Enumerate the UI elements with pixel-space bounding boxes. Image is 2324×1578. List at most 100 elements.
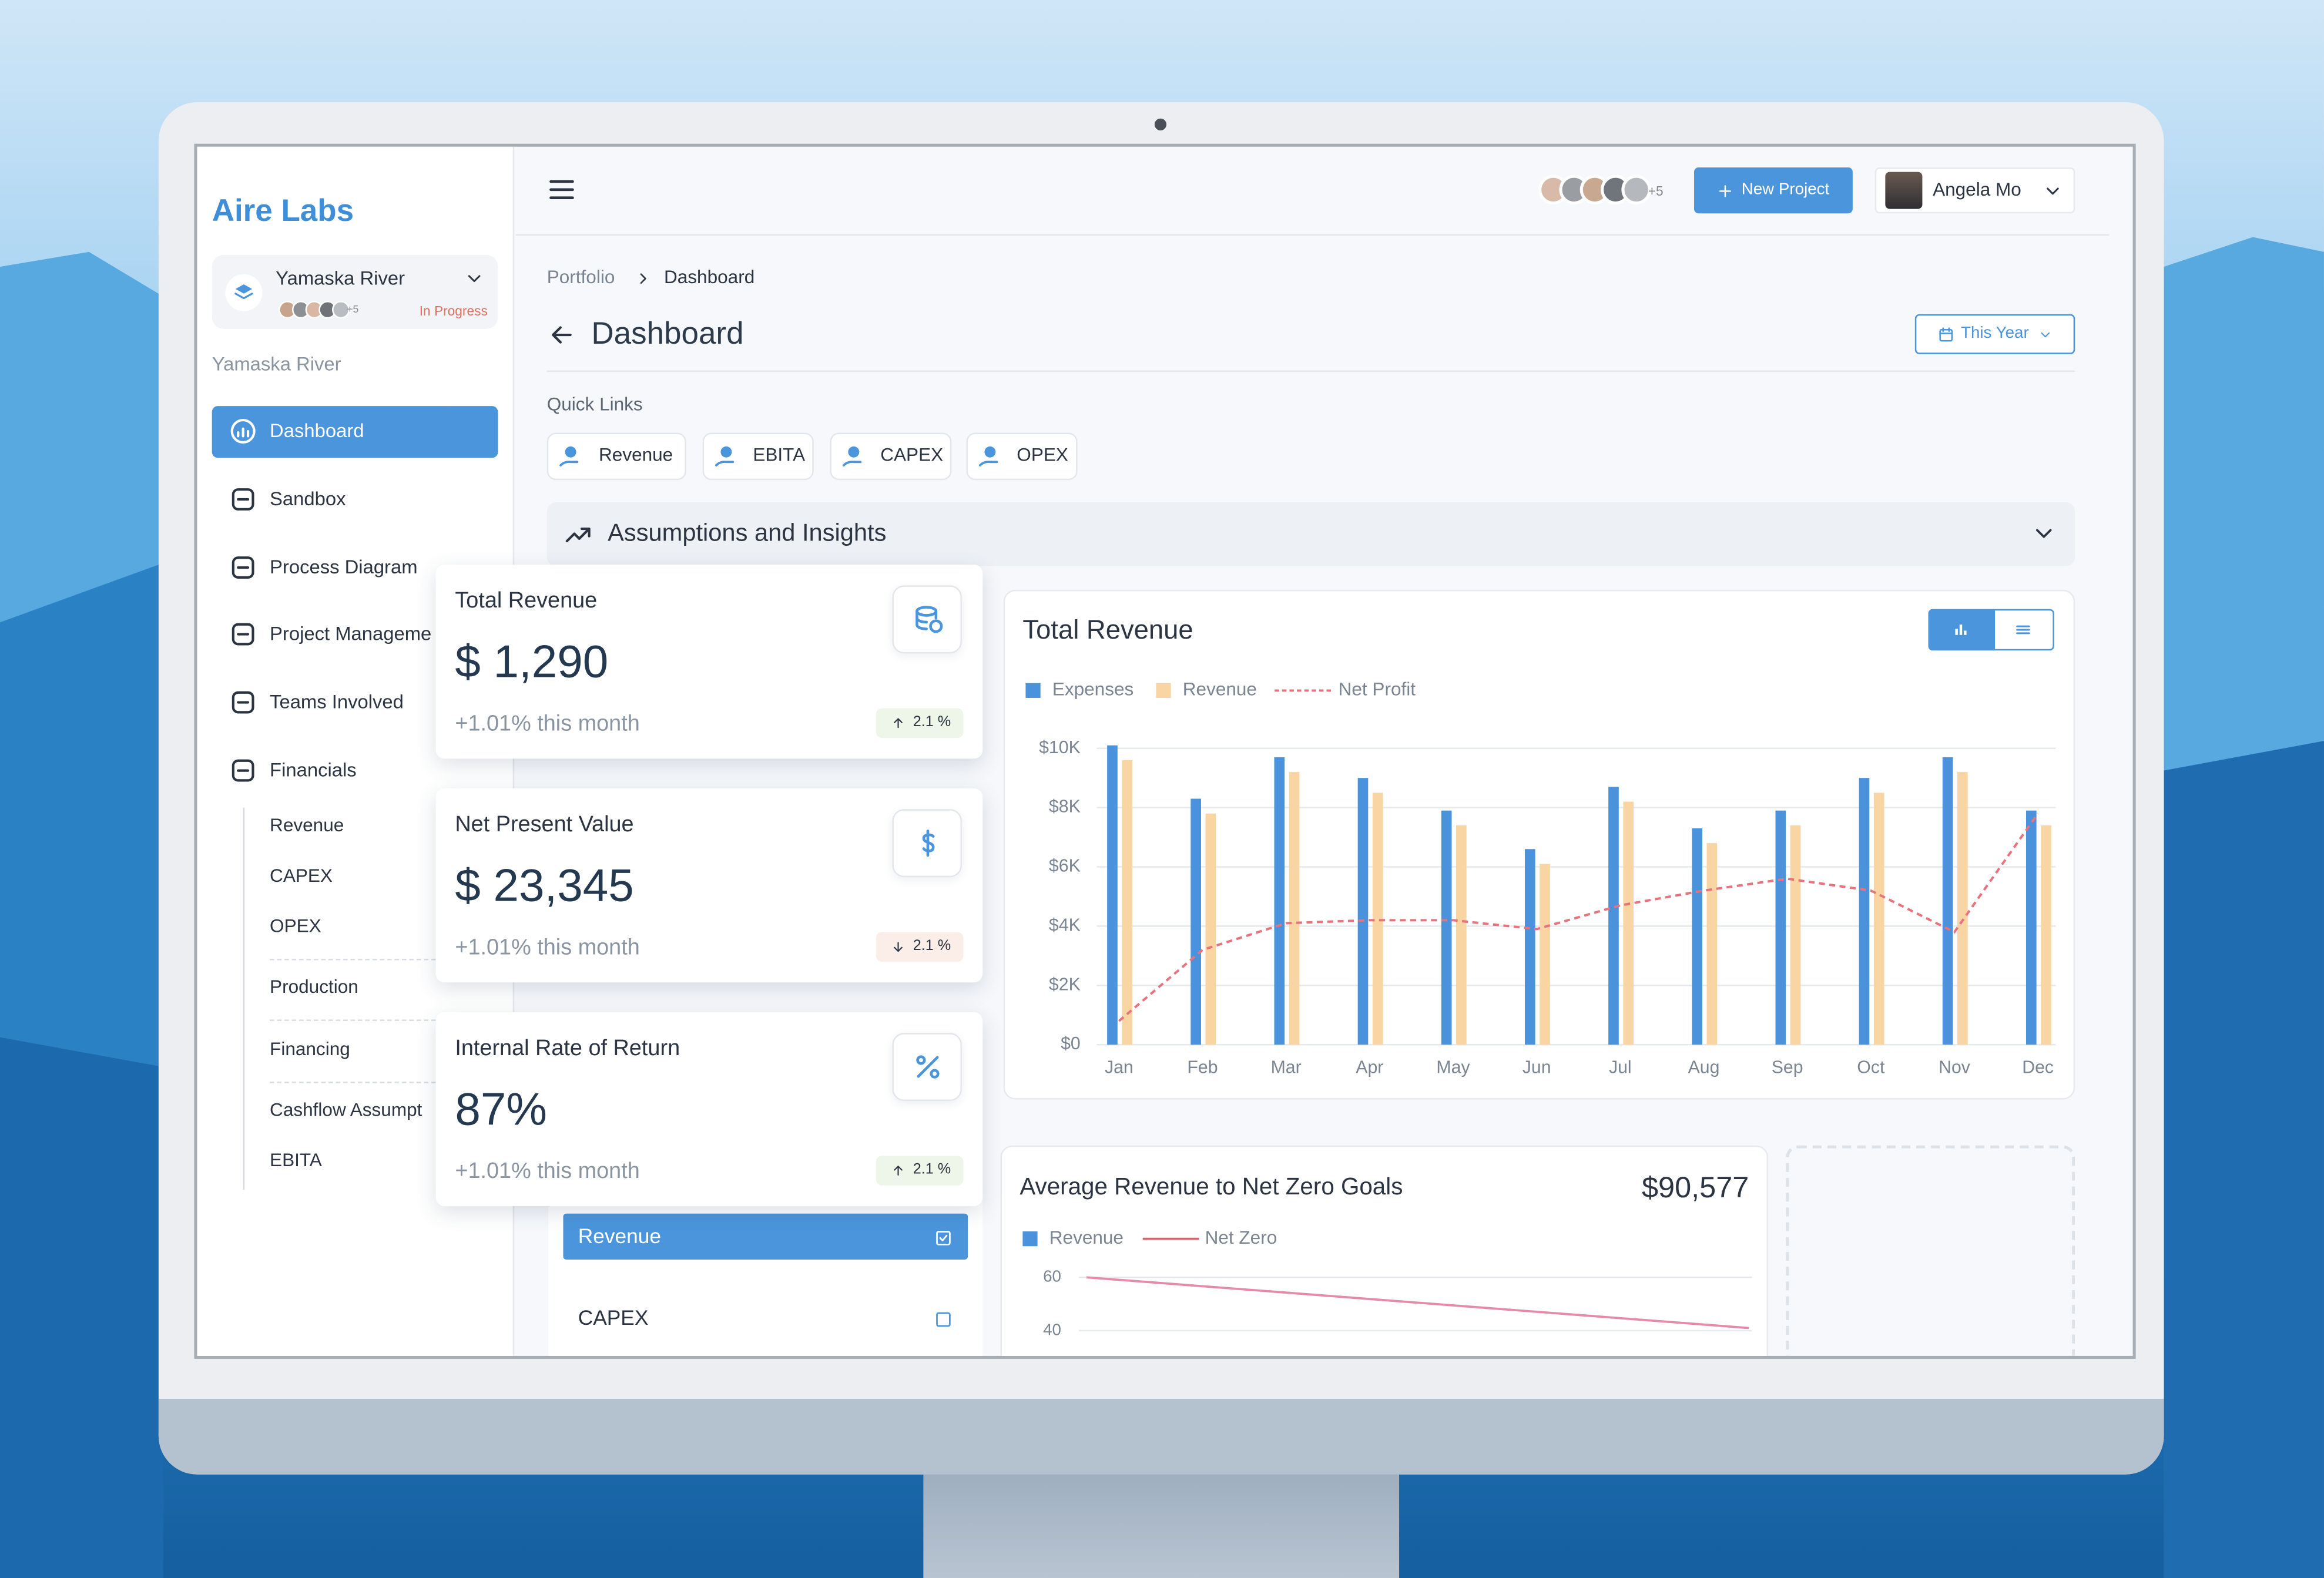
subnav-item[interactable]: Production (270, 976, 358, 998)
nav-item-active[interactable] (212, 406, 498, 458)
kpi-icon-part (914, 610, 937, 630)
legend-label: Net Profit (1339, 679, 1416, 700)
screen: Aire Labs Yamaska River +5 In Progress Yamas… (194, 143, 2136, 1359)
y-tick-label: $6K (1049, 857, 1081, 876)
nav-item[interactable]: Project Manageme (270, 622, 432, 644)
kpi-title: Total Revenue (455, 587, 598, 613)
legend-label: Revenue (1183, 679, 1257, 700)
metric-checkbox (935, 1230, 950, 1245)
x-tick-label: Dec (2022, 1058, 2054, 1077)
nav-item[interactable]: Teams Involved (270, 690, 404, 713)
x-tick-label: Jun (1522, 1058, 1551, 1077)
subnav-item[interactable]: Cashflow Assumpt (270, 1100, 422, 1121)
quick-link-icon-part (978, 461, 998, 466)
nav-icon-part (232, 488, 254, 511)
nav-icon (232, 759, 254, 782)
kpi-trend-part (894, 718, 903, 728)
project-chevron (468, 275, 481, 283)
y-tick-label: $10K (1039, 738, 1081, 757)
quick-link-icon-part (565, 446, 576, 458)
metric-label[interactable]: CAPEX (578, 1305, 649, 1329)
user-chevron (2047, 187, 2059, 195)
bar (1790, 825, 1801, 1045)
legend: Expenses Revenue Net Profit (1025, 679, 1416, 700)
calendar-icon-part (1939, 327, 1953, 334)
nav-item[interactable]: Process Diagram (270, 555, 418, 578)
quick-link[interactable] (830, 432, 952, 481)
x-tick-label: Aug (1688, 1058, 1720, 1077)
chart-panel (1003, 589, 2075, 1100)
nav-icon-part (230, 418, 256, 444)
goals-chart: 60 40 (1043, 1267, 1752, 1338)
breadcrumb-separator-part (640, 273, 646, 284)
x-tick-label: Jul (1609, 1058, 1632, 1077)
x-tick-label: Nov (1939, 1058, 1971, 1077)
metric-label[interactable]: Revenue (578, 1224, 662, 1248)
subnav-item[interactable]: OPEX (270, 916, 321, 937)
x-tick-label: Apr (1356, 1058, 1383, 1077)
new-project-label[interactable]: New Project (1741, 180, 1830, 199)
period-label[interactable]: This Year (1961, 324, 2029, 343)
breadcrumb-item: Dashboard (663, 267, 755, 288)
quick-links-title: Quick Links (546, 394, 643, 415)
x-tick-label: Feb (1187, 1058, 1218, 1077)
y-tick-label: $4K (1049, 915, 1081, 935)
bar (1456, 825, 1467, 1045)
quick-link-icon-part (848, 446, 860, 458)
quick-link-icon (715, 446, 735, 466)
quick-link[interactable] (702, 432, 814, 481)
kpi-icon-box (892, 585, 962, 654)
quick-link-icon (842, 446, 862, 466)
assumptions-icon (565, 527, 591, 543)
legend-label: Expenses (1052, 679, 1134, 700)
metric-checkbox-part (935, 1311, 950, 1327)
subnav-item[interactable]: Revenue (270, 815, 344, 837)
title-divider (546, 370, 2075, 372)
bar-view-icon-part (1955, 625, 1967, 635)
quick-link-icon-part (715, 461, 735, 466)
bar (1524, 849, 1535, 1045)
quick-link[interactable] (966, 432, 1078, 481)
assumptions-icon-part (565, 527, 591, 543)
quick-link-label[interactable]: EBITA (753, 445, 806, 466)
x-tick-label: Oct (1857, 1058, 1885, 1077)
camera (1154, 118, 1167, 130)
bar (1540, 864, 1550, 1045)
project-name: Yamaska River (276, 266, 405, 289)
kpi-badge-label: 2.1 % (913, 938, 951, 955)
period-chevron (2041, 331, 2050, 337)
metric-row-selected[interactable] (563, 1213, 968, 1260)
quick-link-label[interactable]: OPEX (1017, 445, 1068, 466)
menu-button (549, 180, 574, 200)
members-more: +5 (1648, 183, 1664, 199)
bar (1873, 793, 1884, 1045)
bar (1289, 772, 1300, 1045)
breadcrumb-item[interactable]: Portfolio (546, 267, 615, 288)
avatar-more: +5 (347, 305, 359, 316)
subnav-item[interactable]: EBITA (270, 1150, 322, 1171)
y-tick-label: $8K (1049, 797, 1081, 817)
bar (1372, 793, 1383, 1045)
kpi-badge (876, 1156, 964, 1186)
kpi-icon-part (916, 1056, 938, 1078)
monitor-chin (158, 1399, 2164, 1475)
revenue-chart: $0 $2K $4K $6K $8K $10K Jan Feb Mar Apr May Jun Jul A… (1039, 738, 2056, 1077)
nav-item[interactable]: Financials (270, 758, 357, 781)
assumptions-bar[interactable] (546, 502, 2075, 566)
avatar (331, 301, 350, 319)
nav-item[interactable]: Dashboard (270, 419, 364, 442)
subnav-item[interactable]: CAPEX (270, 865, 333, 887)
quick-link-label[interactable]: Revenue (599, 445, 673, 466)
monitor-stand (923, 1474, 1400, 1578)
kpi-icon-part (928, 619, 943, 633)
period-button[interactable] (1914, 314, 2075, 354)
quick-link-label[interactable]: CAPEX (880, 445, 944, 466)
nav-item[interactable]: Sandbox (270, 487, 346, 510)
bar (1441, 810, 1452, 1045)
kpi-badge (876, 932, 964, 962)
add-widget-placeholder[interactable] (1786, 1145, 2075, 1356)
subnav-item[interactable]: Financing (270, 1039, 350, 1060)
legend-swatch (1025, 683, 1041, 699)
goals-total: $90,577 (1641, 1172, 1749, 1205)
nav-icon-part (232, 759, 254, 782)
